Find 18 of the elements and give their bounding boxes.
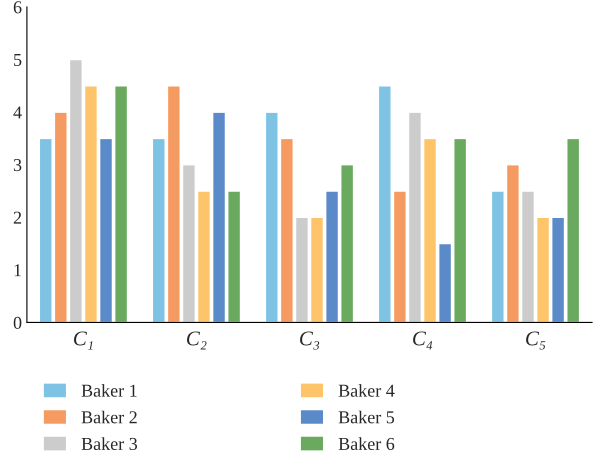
y-tick-label: 0	[14, 316, 22, 329]
y-tick-label: 4	[13, 106, 22, 118]
y-tick-label: 1	[14, 264, 21, 276]
y-tick-label: 3	[14, 159, 22, 172]
x-tick-label: C₄	[413, 331, 432, 350]
legend-label: Baker 4	[338, 384, 395, 397]
x-tick-label: C₃	[300, 331, 320, 350]
x-tick-label: C₁	[74, 331, 93, 350]
legend-label: Baker 5	[338, 410, 394, 424]
legend-label: Baker 1	[82, 384, 137, 397]
y-tick-label: 2	[14, 212, 22, 224]
legend-label: Baker 6	[338, 437, 394, 450]
legend-label: Baker 2	[82, 410, 137, 424]
legend-label: Baker 3	[82, 437, 138, 450]
y-tick-label: 5	[14, 54, 22, 66]
y-tick-label: 6	[14, 1, 22, 14]
x-tick-label: C₂	[187, 331, 207, 350]
x-tick-label: C₅	[526, 331, 546, 350]
